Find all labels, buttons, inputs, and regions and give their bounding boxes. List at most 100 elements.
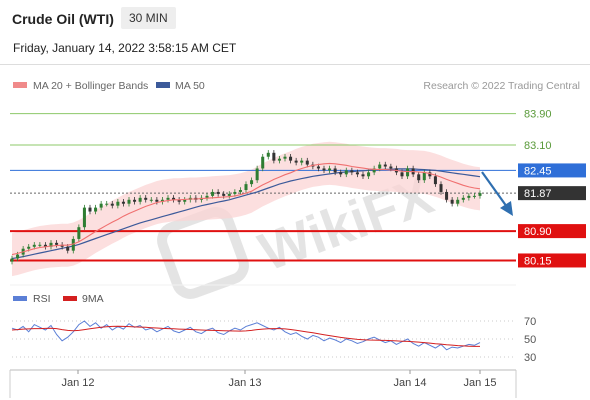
candle-body — [328, 168, 332, 171]
candle-body — [149, 199, 153, 201]
candle — [183, 197, 187, 205]
candle-body — [261, 156, 265, 169]
candle — [88, 204, 92, 215]
candle-body — [333, 168, 337, 173]
candle-body — [166, 197, 170, 200]
level-box-82-45 — [518, 163, 586, 178]
candle-body — [389, 166, 393, 169]
candle-body — [155, 199, 159, 202]
candle-body — [400, 172, 404, 177]
candle — [172, 195, 176, 203]
candle — [205, 193, 209, 201]
candle — [211, 189, 215, 199]
candle-body — [266, 152, 270, 157]
candle — [149, 197, 153, 203]
candle-body — [60, 244, 64, 247]
candle — [328, 165, 332, 174]
candle-body — [344, 170, 348, 175]
candle-body — [300, 160, 304, 163]
level-label-83-90: 83.90 — [524, 109, 552, 121]
ma50-legend-label: MA 50 — [175, 80, 205, 92]
candle — [294, 157, 298, 166]
candle-body — [478, 193, 482, 196]
candle — [144, 195, 148, 203]
candle — [155, 197, 159, 205]
candle — [472, 193, 476, 199]
candle-body — [138, 197, 142, 202]
rsi-ma9-line — [11, 325, 480, 347]
candle-body — [16, 254, 20, 259]
candle — [272, 150, 276, 164]
level-box-80-15 — [518, 253, 586, 268]
candle-body — [121, 201, 125, 204]
candle-body — [66, 246, 70, 251]
candle — [116, 199, 120, 209]
candle-body — [355, 172, 359, 175]
candle — [467, 193, 471, 201]
candle — [283, 153, 287, 162]
candle — [361, 171, 365, 180]
candle-body — [433, 176, 437, 185]
candle-body — [467, 195, 471, 198]
candle-body — [205, 195, 209, 198]
candle — [372, 165, 376, 176]
candle-body — [417, 174, 421, 181]
candle-body — [283, 156, 287, 159]
candle-body — [222, 193, 226, 196]
candle-body — [94, 207, 98, 212]
candle-body — [316, 166, 320, 169]
candle — [478, 190, 482, 199]
candle-body — [233, 191, 237, 194]
candle-body — [177, 199, 181, 202]
candle-body — [105, 203, 109, 205]
candle — [43, 242, 47, 250]
level-label-82-45: 82.45 — [524, 165, 552, 177]
candle-body — [110, 203, 114, 206]
candle-body — [472, 195, 476, 197]
ma50-legend-swatch — [156, 82, 170, 88]
candle-body — [383, 164, 387, 167]
candle-body — [38, 244, 42, 246]
rsi-line — [11, 320, 481, 351]
candle — [166, 195, 170, 203]
candle — [445, 189, 449, 203]
candle — [344, 167, 348, 178]
candle-body — [127, 199, 131, 204]
x-tick-label: Jan 13 — [228, 377, 261, 389]
timeframe-badge[interactable]: 30 MIN — [121, 7, 176, 29]
candle-body — [461, 197, 465, 200]
candle — [255, 165, 259, 183]
candle-body — [88, 207, 92, 212]
candle — [133, 197, 137, 205]
candle — [177, 197, 181, 205]
candle — [110, 200, 114, 209]
candle-body — [244, 184, 248, 190]
candle-body — [361, 174, 365, 177]
candle — [250, 177, 254, 187]
candle — [77, 224, 81, 242]
candle — [333, 165, 337, 176]
candle — [367, 169, 371, 180]
ma20-legend-label: MA 20 + Bollinger Bands — [33, 80, 148, 92]
candle-body — [144, 197, 148, 200]
candle — [406, 165, 410, 180]
rsi-tick-50: 50 — [524, 334, 536, 346]
ma50-line — [11, 168, 481, 260]
candle — [439, 181, 443, 195]
candle — [227, 191, 231, 199]
candle — [105, 200, 109, 207]
candle — [456, 197, 460, 207]
candle-body — [27, 246, 31, 249]
candle — [121, 199, 125, 207]
x-tick-label: Jan 15 — [463, 377, 496, 389]
candle-body — [77, 227, 81, 239]
candle-body — [294, 160, 298, 163]
rsi-tick-30: 30 — [524, 352, 536, 364]
candle — [300, 157, 304, 166]
level-label-80-90: 80.90 — [524, 226, 552, 238]
candle — [261, 153, 265, 172]
candle — [216, 189, 220, 197]
candle — [38, 242, 42, 248]
candle — [289, 153, 293, 164]
candle-body — [116, 201, 120, 206]
